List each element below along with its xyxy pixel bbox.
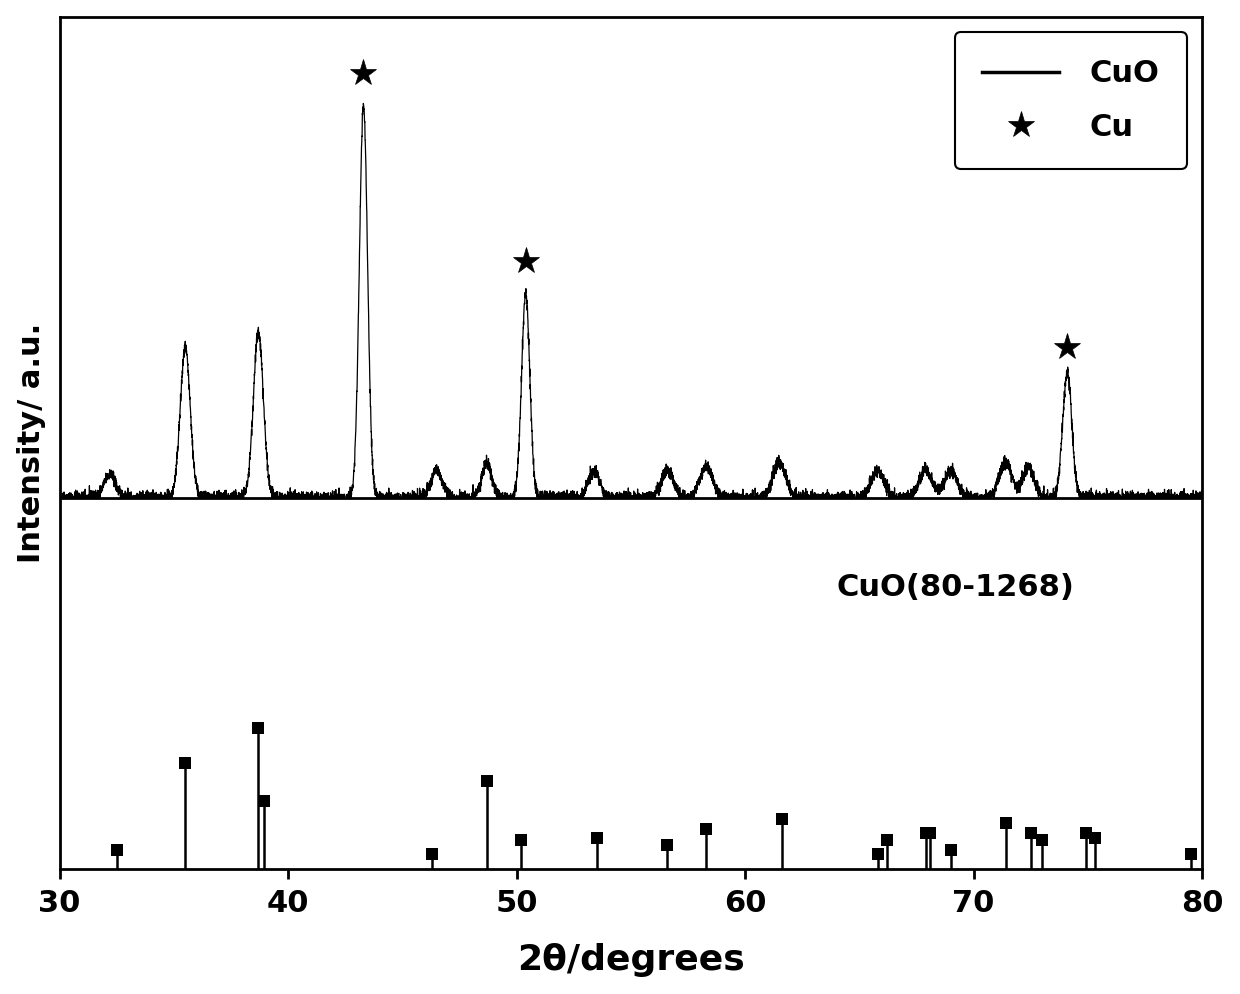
X-axis label: 2θ/degrees: 2θ/degrees bbox=[517, 943, 745, 977]
Y-axis label: Intensity/ a.u.: Intensity/ a.u. bbox=[16, 322, 46, 563]
Legend: CuO, Cu: CuO, Cu bbox=[955, 32, 1187, 169]
Text: CuO(80-1268): CuO(80-1268) bbox=[837, 573, 1074, 602]
